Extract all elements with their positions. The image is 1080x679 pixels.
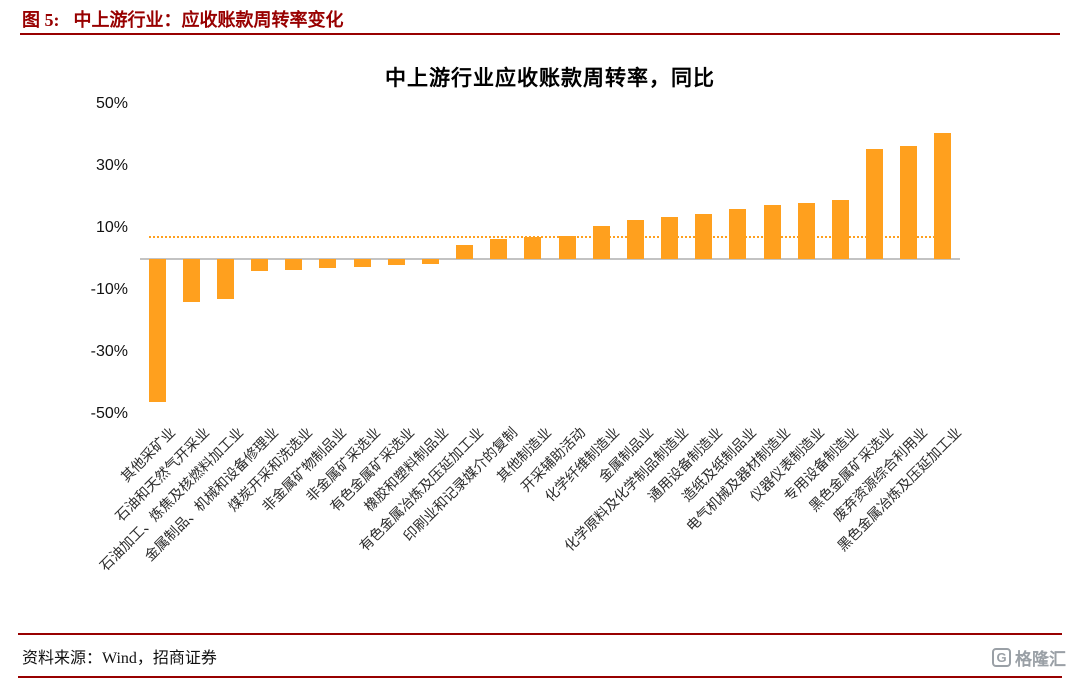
bar: [285, 259, 303, 270]
bar: [456, 245, 474, 259]
y-tick-label: 50%: [95, 95, 128, 112]
bar: [319, 259, 337, 269]
bar: [524, 237, 542, 259]
bar: [797, 203, 815, 259]
bar: [831, 200, 849, 259]
gelonghui-logo: G 格隆汇: [992, 645, 1066, 670]
footer-divider-top: [18, 633, 1062, 635]
bar: [934, 133, 952, 259]
bar: [490, 238, 508, 259]
header-divider: [20, 33, 1060, 35]
gelonghui-logo-text: 格隆汇: [1015, 650, 1066, 669]
y-tick-label: -50%: [90, 405, 128, 422]
y-tick-label: 30%: [95, 157, 128, 174]
bar: [592, 226, 610, 259]
y-axis: 50% 30% 10% -10% -30% -50%: [0, 0, 130, 679]
bar: [182, 259, 200, 303]
figure-number-label: 图 5:: [22, 10, 60, 30]
source-text: 资料来源：Wind，招商证券: [22, 650, 217, 667]
figure-header: 图 5: 中上游行业：应收账款周转率变化: [22, 6, 344, 32]
bar: [763, 204, 781, 259]
y-tick-label: -30%: [90, 343, 128, 360]
bar: [900, 145, 918, 259]
bar: [353, 259, 371, 267]
bar: [866, 148, 884, 259]
bar: [695, 214, 713, 259]
figure-title: 中上游行业：应收账款周转率变化: [73, 10, 344, 30]
bar: [251, 259, 269, 272]
bar: [421, 259, 439, 264]
bar: [216, 259, 234, 300]
reference-line: [148, 235, 952, 238]
bar: [661, 217, 679, 259]
bar: [387, 259, 405, 266]
gelonghui-logo-icon: G: [992, 648, 1011, 667]
y-tick-label: 10%: [95, 219, 128, 236]
bar: [148, 259, 166, 402]
bar: [626, 220, 644, 259]
bar: [729, 209, 747, 259]
zero-axis-line: [140, 258, 960, 260]
chart-title: 中上游行业应收账款周转率，同比: [385, 67, 715, 90]
y-tick-label: -10%: [90, 281, 128, 298]
footer-divider-bottom: [18, 676, 1062, 678]
bar: [558, 235, 576, 259]
